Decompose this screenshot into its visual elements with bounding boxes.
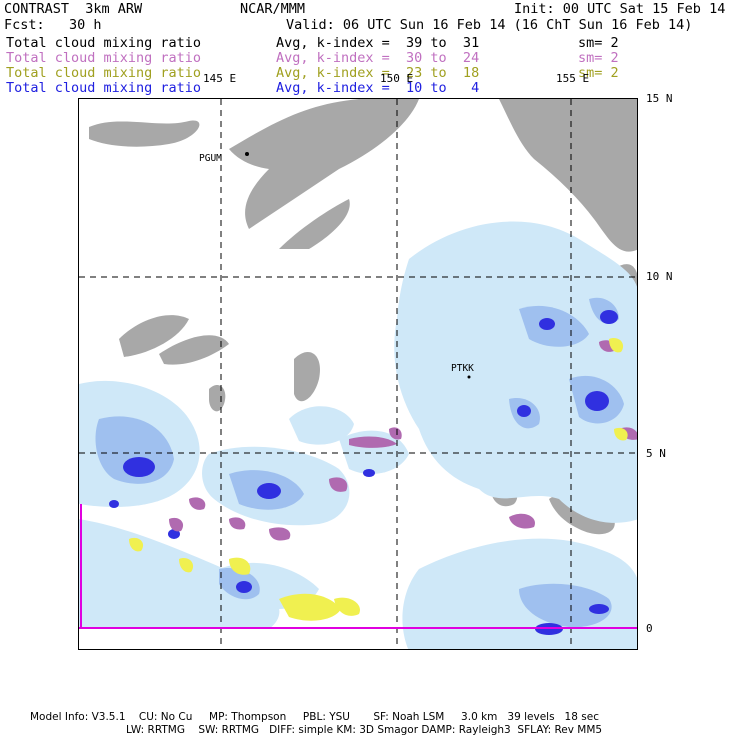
field-smooth-1: sm= 2: [578, 35, 619, 51]
field-name-2: Total cloud mixing ratio: [6, 50, 202, 66]
field-range-4: Avg, k-index = 10 to 4: [276, 80, 480, 96]
lon-label-145e: 145 E: [203, 72, 237, 85]
field-range-2: Avg, k-index = 30 to 24: [276, 50, 480, 66]
cloud-core-blue: [109, 310, 618, 635]
station-label-pgum: PGUM: [199, 153, 222, 164]
center-name: NCAR/MMM: [240, 1, 306, 17]
cloud-field-map: [79, 99, 637, 649]
field-smooth-2: sm= 2: [578, 50, 619, 66]
lat-label-15n: 15 N: [646, 92, 673, 105]
lat-label-10n: 10 N: [646, 270, 673, 283]
model-title: CONTRAST 3km ARW: [4, 1, 143, 17]
lon-label-150e: 150 E: [380, 72, 414, 85]
valid-time: Valid: 06 UTC Sun 16 Feb 14 (16 ChT Sun …: [286, 17, 693, 33]
field-name-1: Total cloud mixing ratio: [6, 35, 202, 51]
cloud-band-yellow: [129, 338, 628, 621]
model-info-line-1: Model Info: V3.5.1 CU: No Cu MP: Thompso…: [30, 711, 599, 723]
domain-boundary: [79, 504, 637, 629]
field-smooth-3: sm= 2: [578, 65, 619, 81]
cloud-band-violet: [169, 340, 637, 541]
lat-lon-grid: [79, 99, 637, 649]
lat-label-equator: 0: [646, 622, 653, 635]
lat-label-5n: 5 N: [646, 447, 666, 460]
init-time: Init: 00 UTC Sat 15 Feb 14: [514, 1, 726, 17]
map-panel: PGUM PTKK: [78, 98, 638, 650]
field-name-4: Total cloud mixing ratio: [6, 80, 202, 96]
model-info-line-2: LW: RRTMG SW: RRTMG DIFF: simple KM: 3D …: [126, 724, 603, 736]
field-name-3: Total cloud mixing ratio: [6, 65, 202, 81]
forecast-hour: Fcst: 30 h: [4, 17, 102, 33]
field-range-1: Avg, k-index = 39 to 31: [276, 35, 480, 51]
station-label-ptkk: PTKK: [451, 363, 474, 374]
cloud-band-gray: [89, 99, 637, 535]
lon-label-155e: 155 E: [556, 72, 590, 85]
field-range-3: Avg, k-index = 23 to 18: [276, 65, 480, 81]
station-marker-ptkk: [467, 375, 471, 379]
station-marker-pgum: [245, 152, 249, 156]
